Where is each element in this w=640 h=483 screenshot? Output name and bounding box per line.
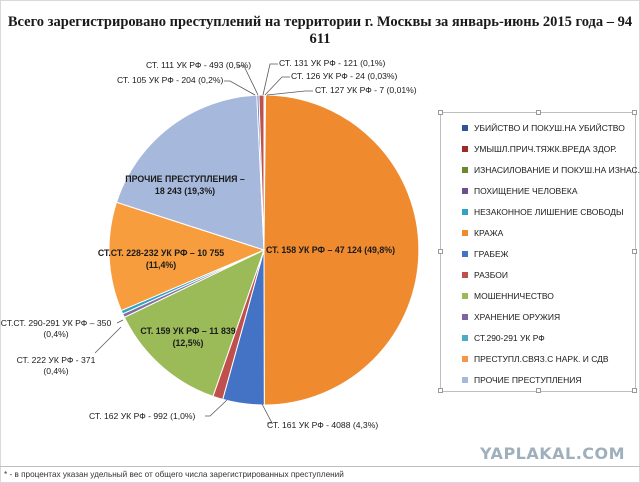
legend-label: МОШЕННИЧЕСТВО xyxy=(474,291,554,301)
legend-label: УБИЙСТВО И ПОКУШ.НА УБИЙСТВО xyxy=(474,123,625,133)
legend-item: УБИЙСТВО И ПОКУШ.НА УБИЙСТВО xyxy=(462,122,625,134)
resize-handle[interactable] xyxy=(632,388,637,393)
legend-swatch xyxy=(462,125,468,131)
legend-swatch xyxy=(462,209,468,215)
legend-item: СТ.290-291 УК РФ xyxy=(462,332,545,344)
legend-swatch xyxy=(462,335,468,341)
label-st111: СТ. 111 УК РФ - 493 (0,5%) xyxy=(146,60,252,70)
resize-handle[interactable] xyxy=(438,388,443,393)
label-st290-line1: СТ.СТ. 290-291 УК РФ – 350 xyxy=(0,318,112,328)
legend-item: КРАЖА xyxy=(462,227,503,239)
label-st126: СТ. 126 УК РФ - 24 (0,03%) xyxy=(291,71,398,81)
label-st161: СТ. 161 УК РФ - 4088 (4,3%) xyxy=(267,420,379,430)
resize-handle[interactable] xyxy=(438,249,443,254)
legend-swatch xyxy=(462,377,468,383)
legend-item: УМЫШЛ.ПРИЧ.ТЯЖК.ВРЕДА ЗДОР. xyxy=(462,143,617,155)
pie-slice xyxy=(115,94,265,251)
leader-line xyxy=(264,76,290,96)
leader-line xyxy=(205,399,228,417)
label-st290-line2: (0,4%) xyxy=(43,329,69,339)
legend-swatch xyxy=(462,272,468,278)
label-st158: СТ. 158 УК РФ – 47 124 (49,8%) xyxy=(266,245,396,255)
leader-line xyxy=(237,65,259,96)
legend-label: НЕЗАКОННОЕ ЛИШЕНИЕ СВОБОДЫ xyxy=(474,207,624,217)
chart-legend[interactable]: УБИЙСТВО И ПОКУШ.НА УБИЙСТВО УМЫШЛ.ПРИЧ.… xyxy=(438,110,640,393)
label-st228-line2: (11,4%) xyxy=(145,260,177,270)
legend-swatch xyxy=(462,230,468,236)
legend-label: РАЗБОИ xyxy=(474,270,509,280)
chart-title: Всего зарегистрировано преступлений на т… xyxy=(7,14,633,47)
pie-slice xyxy=(123,249,265,397)
legend-item: НЕЗАКОННОЕ ЛИШЕНИЕ СВОБОДЫ xyxy=(462,206,624,218)
label-st228-line1: СТ.СТ. 228-232 УК РФ – 10 755 xyxy=(97,248,225,258)
legend-item: ПОХИЩЕНИЕ ЧЕЛОВЕКА xyxy=(462,185,578,197)
resize-handle[interactable] xyxy=(632,249,637,254)
legend-item: ПРЕСТУПЛ.СВЯЗ.С НАРК. И СДВ xyxy=(462,353,609,365)
label-st222-line1: СТ. 222 УК РФ - 371 xyxy=(16,355,96,365)
leader-line xyxy=(266,90,313,96)
label-st131: СТ. 131 УК РФ - 121 (0,1%) xyxy=(279,58,386,68)
legend-label: ХРАНЕНИЕ ОРУЖИЯ xyxy=(474,312,561,322)
pie-slice xyxy=(108,201,266,312)
legend-swatch xyxy=(462,356,468,362)
footnote: * - в процентах указан удельный вес от о… xyxy=(0,466,640,483)
label-st222-line2: (0,4%) xyxy=(43,366,69,376)
legend-swatch xyxy=(462,188,468,194)
legend-swatch xyxy=(462,314,468,320)
leader-line xyxy=(261,403,273,424)
label-st159-line1: СТ. 159 УК РФ – 11 839 xyxy=(140,326,236,336)
resize-handle[interactable] xyxy=(536,110,541,115)
legend-item: ПРОЧИЕ ПРЕСТУПЛЕНИЯ xyxy=(462,374,581,386)
leader-line xyxy=(224,80,256,96)
legend-label: ИЗНАСИЛОВАНИЕ И ПОКУШ.НА ИЗНАС. xyxy=(474,165,640,175)
legend-swatch xyxy=(462,146,468,152)
leader-line xyxy=(94,326,122,354)
leader-line xyxy=(262,63,278,96)
legend-item: МОШЕННИЧЕСТВО xyxy=(462,290,554,302)
legend-label: КРАЖА xyxy=(474,228,504,238)
legend-label: УМЫШЛ.ПРИЧ.ТЯЖК.ВРЕДА ЗДОР. xyxy=(474,144,617,154)
watermark: YAPLAKAL.COM xyxy=(480,444,626,463)
label-prochie-line2: 18 243 (19,3%) xyxy=(154,186,216,196)
legend-label: ПРОЧИЕ ПРЕСТУПЛЕНИЯ xyxy=(474,375,582,385)
legend-swatch xyxy=(462,167,468,173)
legend-item: РАЗБОИ xyxy=(462,269,508,281)
label-prochie-line1: ПРОЧИЕ ПРЕСТУПЛЕНИЯ – xyxy=(125,174,245,184)
leader-line xyxy=(116,319,124,324)
legend-label: СТ.290-291 УК РФ xyxy=(474,333,545,343)
legend-label: ПРЕСТУПЛ.СВЯЗ.С НАРК. И СДВ xyxy=(474,354,609,364)
pie-slice xyxy=(263,94,420,406)
legend-label: ПОХИЩЕНИЕ ЧЕЛОВЕКА xyxy=(474,186,578,196)
resize-handle[interactable] xyxy=(632,110,637,115)
legend-swatch xyxy=(462,293,468,299)
label-st162: СТ. 162 УК РФ - 992 (1,0%) xyxy=(89,411,196,421)
resize-handle[interactable] xyxy=(536,388,541,393)
pie-slice xyxy=(258,94,265,251)
resize-handle[interactable] xyxy=(438,110,443,115)
label-st105: СТ. 105 УК РФ - 204 (0,2%) xyxy=(117,75,224,85)
legend-item: ГРАБЕЖ xyxy=(462,248,508,260)
legend-item: ХРАНЕНИЕ ОРУЖИЯ xyxy=(462,311,560,323)
legend-item: ИЗНАСИЛОВАНИЕ И ПОКУШ.НА ИЗНАС. xyxy=(462,164,640,176)
label-st159-line2: (12,5%) xyxy=(172,338,204,348)
legend-swatch xyxy=(462,251,468,257)
label-st127: СТ. 127 УК РФ - 7 (0,01%) xyxy=(315,85,417,95)
legend-label: ГРАБЕЖ xyxy=(474,249,509,259)
